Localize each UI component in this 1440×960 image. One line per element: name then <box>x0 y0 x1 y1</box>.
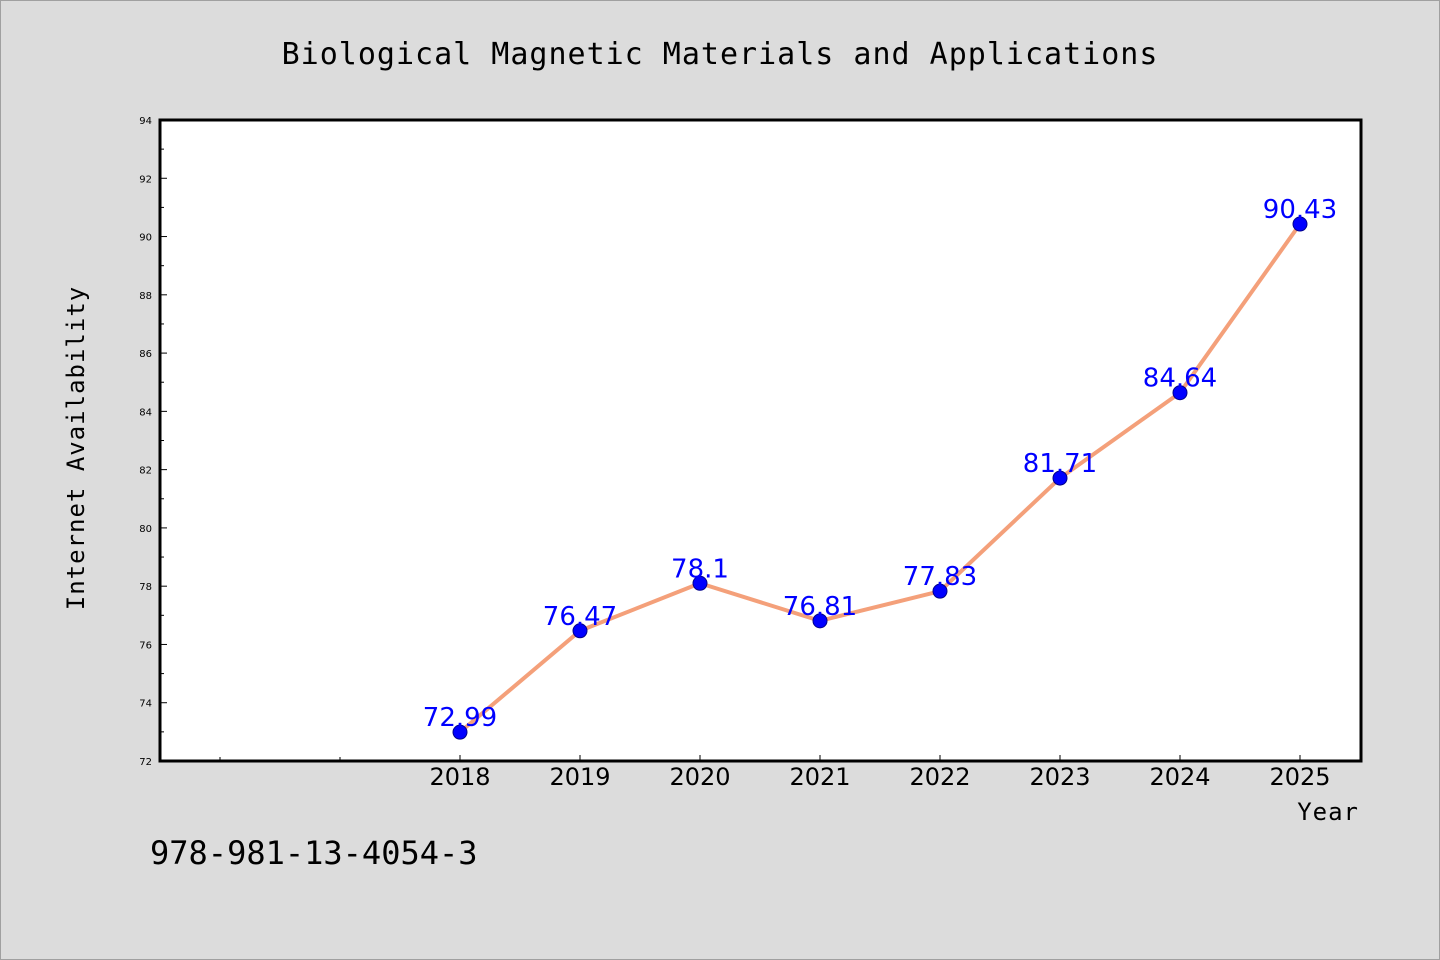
x-tick-label: 2025 <box>1269 763 1330 791</box>
data-label: 81.71 <box>1023 449 1097 479</box>
y-axis-title: Internet Availability <box>62 286 90 610</box>
data-point <box>932 583 948 599</box>
data-point <box>1052 470 1068 486</box>
data-point <box>1172 385 1188 401</box>
y-tick-label: 72 <box>139 757 152 768</box>
y-tick-label: 82 <box>139 466 152 477</box>
series-group: 72.99 76.47 78.1 76.81 77.83 81.71 84.64 90.43 <box>423 195 1337 740</box>
x-tick-label: 2022 <box>909 763 970 791</box>
data-point <box>572 623 588 639</box>
data-label: 76.47 <box>543 602 617 632</box>
plot-area <box>158 118 1363 763</box>
y-tick-label: 92 <box>139 174 152 185</box>
x-tick-label: 2019 <box>549 763 610 791</box>
data-label: 77.83 <box>903 562 977 592</box>
data-point <box>812 613 828 629</box>
y-axis: 72 74 76 78 80 82 84 86 88 90 92 94 <box>139 116 167 768</box>
y-tick-label: 80 <box>139 524 152 535</box>
isbn-label: 978-981-13-4054-3 <box>150 834 478 872</box>
series-line <box>458 222 1302 735</box>
data-label: 84.64 <box>1143 364 1217 394</box>
x-tick-label: 2023 <box>1029 763 1090 791</box>
data-label: 78.1 <box>671 554 729 584</box>
x-axis-title: Year <box>1297 798 1359 826</box>
data-point <box>1292 216 1308 232</box>
data-point <box>692 575 708 591</box>
y-tick-label: 76 <box>139 640 152 651</box>
y-tick-label: 84 <box>139 407 152 418</box>
x-tick-label: 2024 <box>1149 763 1210 791</box>
data-label: 72.99 <box>423 703 497 733</box>
data-label: 76.81 <box>783 592 857 622</box>
x-tick-label: 2020 <box>669 763 730 791</box>
chart-title: Biological Magnetic Materials and Applic… <box>282 37 1159 72</box>
x-tick-label: 2018 <box>429 763 490 791</box>
x-axis: 2018 2019 2020 2021 2022 2023 2024 2025 <box>219 755 1331 791</box>
data-point <box>452 724 468 740</box>
y-tick-label: 78 <box>139 582 152 593</box>
y-tick-label: 90 <box>139 233 152 244</box>
y-tick-label: 74 <box>139 699 152 710</box>
x-tick-label: 2021 <box>789 763 850 791</box>
y-tick-label: 94 <box>139 116 152 127</box>
data-label: 90.43 <box>1263 195 1337 225</box>
y-tick-label: 88 <box>139 291 152 302</box>
y-tick-label: 86 <box>139 349 152 360</box>
